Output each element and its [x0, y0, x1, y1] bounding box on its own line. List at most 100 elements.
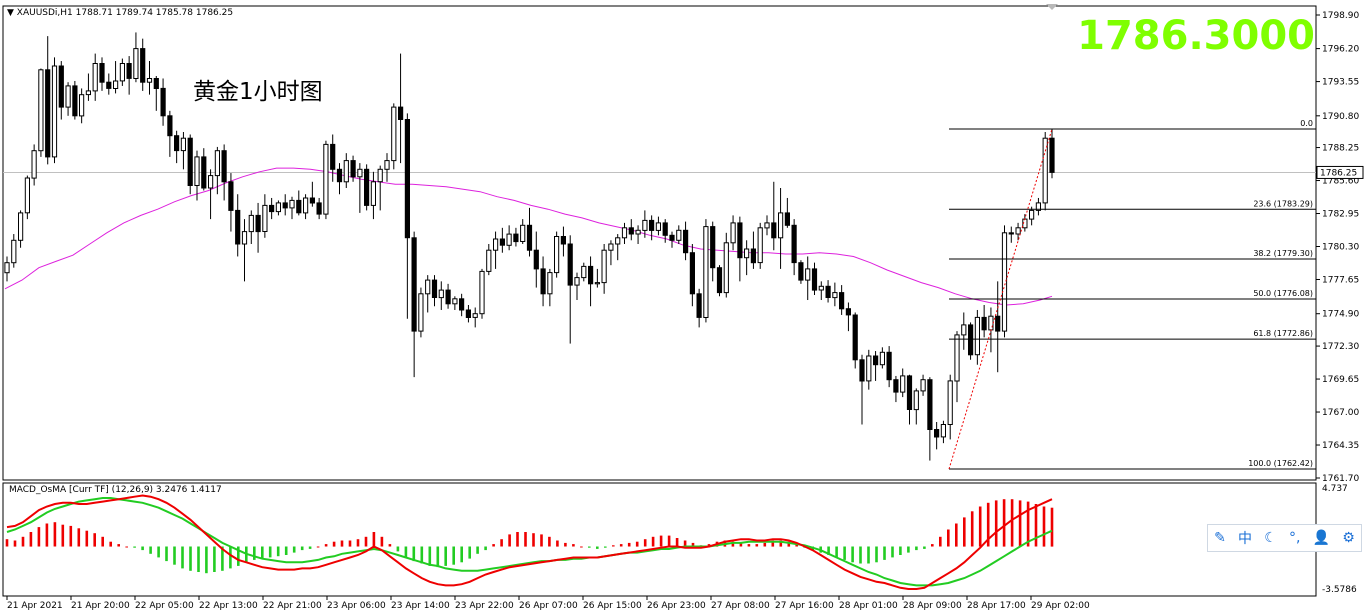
moon-icon[interactable]: ☾	[1264, 530, 1277, 546]
macd-histogram-bar	[372, 532, 376, 547]
settings-icon[interactable]: ⚙	[1342, 530, 1355, 546]
candle	[540, 256, 546, 307]
candle-body	[662, 222, 668, 236]
candle	[85, 73, 92, 101]
candle	[526, 207, 533, 257]
macd-histogram-bar	[516, 532, 519, 547]
macd-histogram-bar	[963, 517, 966, 547]
candle-body	[221, 150, 227, 183]
candle	[438, 281, 444, 310]
candle-body	[459, 298, 465, 311]
macd-histogram-bar	[659, 535, 663, 547]
macd-histogram-bar	[1018, 500, 1022, 547]
macd-histogram-bar	[29, 532, 33, 547]
fib-trend-line	[948, 128, 1053, 470]
candle	[839, 285, 845, 315]
candle-body	[703, 226, 709, 319]
candle-body	[65, 85, 71, 108]
candle	[275, 200, 281, 216]
edit-icon[interactable]: ✎	[1214, 530, 1226, 546]
macd-histogram-bar	[396, 546, 400, 552]
candle	[269, 197, 275, 220]
candle-body	[364, 168, 370, 206]
candle-body	[377, 168, 383, 183]
candle-body	[839, 292, 845, 310]
candle-body	[126, 63, 132, 79]
candle	[255, 202, 261, 253]
candle	[547, 268, 553, 307]
candle-body	[676, 229, 682, 241]
macd-histogram-bar	[420, 546, 424, 564]
macd-histogram-bar	[795, 544, 798, 547]
candle	[940, 420, 946, 444]
candle-body	[11, 239, 17, 264]
macd-histogram-bar	[986, 502, 990, 547]
candle-body	[4, 262, 10, 274]
candle-body	[208, 175, 214, 189]
candle	[771, 181, 777, 251]
candle	[92, 53, 98, 101]
macd-histogram-bar	[261, 546, 264, 559]
candle	[730, 215, 736, 251]
candle-body	[716, 267, 723, 294]
punctuation-icon[interactable]: °,	[1289, 530, 1301, 546]
time-tick-label: 21 Apr 2021	[7, 601, 63, 611]
macd-histogram-bar	[755, 544, 759, 547]
candle	[11, 234, 17, 268]
candle-body	[526, 224, 533, 251]
candle	[113, 61, 119, 94]
candle-body	[560, 236, 566, 245]
candle-body	[594, 282, 600, 285]
candle-body	[499, 238, 505, 246]
macd-histogram-bar	[635, 541, 639, 547]
candle-body	[642, 219, 648, 231]
macd-histogram-bar	[484, 546, 487, 551]
macd-histogram-bar	[1050, 507, 1054, 547]
time-tick-label: 22 Apr 21:00	[263, 601, 322, 611]
candle	[737, 216, 743, 282]
candle-body	[146, 78, 153, 83]
macd-histogram-bar	[1026, 501, 1030, 547]
user-icon[interactable]: 👤	[1312, 530, 1331, 546]
macd-histogram-bar	[619, 544, 623, 547]
macd-histogram-bar	[21, 536, 25, 547]
candle-body	[995, 315, 1001, 332]
macd-histogram-bar	[237, 546, 240, 566]
scroll-caret-icon[interactable]	[1046, 4, 1058, 10]
candle	[241, 219, 248, 282]
macd-histogram-bar	[436, 546, 440, 568]
candle-body	[370, 181, 376, 206]
candle	[282, 194, 288, 216]
candle	[65, 82, 71, 116]
time-tick-label: 28 Apr 09:00	[903, 601, 962, 611]
macd-histogram-bar	[588, 546, 591, 548]
candle	[479, 268, 485, 319]
macd-histogram-bar	[1042, 506, 1046, 547]
macd-histogram-bar	[77, 528, 81, 547]
macd-histogram-bar	[444, 546, 447, 566]
candle-body	[879, 351, 885, 366]
macd-histogram-bar	[883, 546, 886, 560]
time-tick-label: 26 Apr 23:00	[647, 601, 706, 611]
candle-body	[934, 429, 940, 438]
candle	[513, 227, 519, 247]
candle	[567, 235, 573, 344]
candle	[289, 196, 295, 220]
candle	[852, 312, 858, 369]
macd-histogram-bar	[197, 546, 200, 572]
macd-histogram-bar	[13, 540, 17, 547]
candle	[608, 240, 614, 266]
candle-body	[968, 324, 974, 356]
candle-body	[811, 268, 818, 291]
candle-body	[940, 424, 946, 438]
macd-histogram-bar	[691, 542, 695, 547]
candle	[221, 144, 227, 201]
ime-toolbar[interactable]: ✎ 中 ☾ °, 👤 ⚙	[1207, 524, 1362, 552]
candle	[683, 221, 689, 261]
candle	[873, 351, 879, 381]
chinese-input-icon[interactable]: 中	[1238, 531, 1253, 547]
candle	[621, 222, 628, 245]
candle-body	[248, 214, 254, 233]
macd-histogram-bar	[468, 546, 471, 559]
candle-body	[906, 375, 913, 410]
